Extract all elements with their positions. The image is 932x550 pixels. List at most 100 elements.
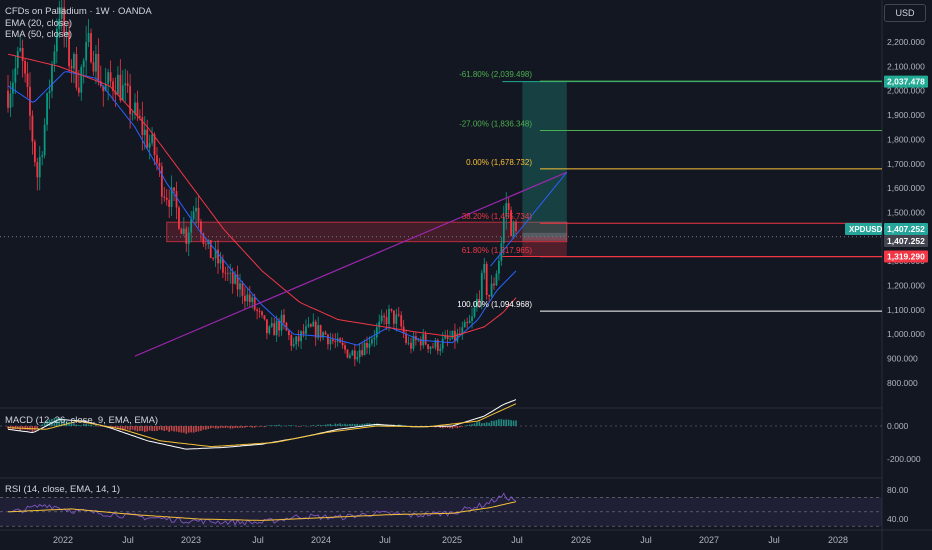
- macd-legend[interactable]: MACD (12, 26, close, 9, EMA, EMA): [5, 415, 159, 426]
- candle-body: [14, 68, 17, 83]
- macd-histogram-bar: [505, 419, 508, 426]
- candle-body: [212, 258, 215, 259]
- candle-body: [41, 155, 44, 157]
- macd-histogram-bar: [7, 426, 9, 429]
- macd-histogram-bar: [119, 426, 122, 431]
- symbol-badge-bg[interactable]: [845, 223, 882, 236]
- macd-histogram-bar: [16, 426, 19, 430]
- candle-body: [361, 350, 364, 356]
- candle-body: [268, 326, 271, 334]
- time-tick-label: 2027: [699, 535, 719, 545]
- candle-body: [236, 274, 239, 290]
- macd-histogram-bar: [278, 424, 280, 426]
- macd-histogram-bar: [222, 426, 224, 428]
- trendline[interactable]: [134, 171, 568, 357]
- macd-histogram-bar: [380, 424, 383, 426]
- candle-body: [451, 330, 454, 339]
- macd-histogram-bar: [9, 426, 12, 429]
- macd-histogram-bar: [261, 426, 263, 427]
- fibonacci-tool[interactable]: -61.80% (2,039.498) -27.00% (1,836.348) 0.…: [457, 70, 882, 312]
- currency-button[interactable]: USD: [884, 4, 926, 22]
- fib-level-label: -27.00% (1,836.348): [459, 120, 532, 129]
- fib-level-label: 0.00% (1,678.732): [466, 158, 532, 167]
- long-position-stop-zone[interactable]: [522, 236, 567, 257]
- candle-body: [87, 33, 90, 43]
- candle-body: [461, 327, 464, 335]
- candle-body: [192, 211, 195, 220]
- candle-body: [48, 90, 51, 94]
- macd-histogram-bar: [109, 426, 112, 427]
- last-price-badge-bg[interactable]: [884, 223, 928, 236]
- candle-body: [187, 232, 190, 244]
- price-tick-label: 1,600.000: [887, 183, 925, 193]
- macd-histogram-bar: [139, 426, 141, 431]
- candle-body: [368, 343, 371, 348]
- macd-histogram-bar: [283, 425, 285, 427]
- last-price-badge-secondary-bg[interactable]: [884, 235, 928, 248]
- macd-pane[interactable]: [0, 399, 882, 450]
- macd-histogram-bar: [241, 426, 244, 428]
- target-price-badge-bg[interactable]: [884, 75, 928, 88]
- candle-body: [21, 47, 24, 61]
- macd-histogram-bar: [58, 417, 61, 426]
- candle-body: [190, 219, 193, 233]
- macd-histogram-bar: [63, 418, 65, 426]
- macd-histogram-bar: [275, 425, 278, 426]
- macd-histogram-bar: [290, 425, 293, 426]
- macd-histogram-bar: [202, 426, 205, 430]
- macd-histogram-bar: [165, 426, 168, 431]
- trendline-extension[interactable]: [490, 171, 568, 267]
- candle-body: [329, 339, 332, 345]
- candle-body: [383, 315, 386, 318]
- rsi-pane[interactable]: [0, 492, 882, 527]
- macd-histogram-bar: [319, 425, 322, 426]
- time-tick-label: Jul: [640, 535, 652, 545]
- macd-histogram-bar: [461, 426, 464, 427]
- candle-body: [265, 319, 268, 334]
- macd-histogram-bar: [368, 423, 371, 426]
- macd-histogram-bar: [510, 420, 512, 426]
- macd-histogram-bar: [73, 423, 75, 426]
- long-position-target-zone[interactable]: [522, 81, 567, 237]
- time-tick-label: 2028: [828, 535, 848, 545]
- stop-price-badge-bg[interactable]: [884, 250, 928, 263]
- macd-histogram-bar: [297, 426, 300, 427]
- macd-histogram-bar: [95, 424, 97, 426]
- candle-body: [480, 272, 483, 302]
- rsi-legend[interactable]: RSI (14, close, EMA, 14, 1): [5, 484, 121, 495]
- candle-body: [104, 83, 107, 92]
- macd-histogram-bar: [158, 426, 161, 430]
- candle-body: [380, 315, 383, 322]
- macd-histogram-bar: [397, 424, 400, 426]
- ema50-legend[interactable]: EMA (50, close): [5, 29, 73, 40]
- symbol-title[interactable]: CFDs on Palladium · 1W · OANDA: [5, 6, 152, 17]
- candle-body: [75, 54, 78, 88]
- resistance-zone[interactable]: [166, 221, 568, 243]
- macd-histogram-bar: [302, 425, 305, 426]
- macd-histogram-bar: [488, 422, 490, 426]
- candle-body: [427, 344, 429, 349]
- candle-body: [283, 314, 285, 323]
- candle-body: [439, 348, 442, 351]
- ema20-legend[interactable]: EMA (20, close): [5, 18, 73, 29]
- candle-body: [165, 197, 168, 200]
- macd-histogram-bar: [305, 425, 307, 427]
- macd-histogram-bar: [60, 417, 63, 426]
- macd-histogram-bar: [466, 425, 468, 426]
- candle-body: [222, 259, 224, 273]
- candle-body: [449, 338, 451, 340]
- candle-body: [305, 326, 307, 334]
- macd-histogram-bar: [288, 425, 290, 426]
- macd-histogram-bar: [212, 426, 214, 428]
- axes[interactable]: 2,200.000 2,100.000 2,000.000 1,900.000 1,80…: [53, 37, 928, 545]
- macd-histogram-bar: [246, 426, 249, 427]
- macd-histogram-bar: [341, 424, 344, 426]
- macd-histogram-bar: [512, 420, 515, 426]
- candle-body: [466, 322, 469, 323]
- candle-body: [158, 162, 161, 167]
- candle-body: [251, 297, 254, 302]
- candle-body: [366, 342, 368, 348]
- macd-histogram-bar: [454, 426, 456, 428]
- candle-body: [356, 357, 359, 360]
